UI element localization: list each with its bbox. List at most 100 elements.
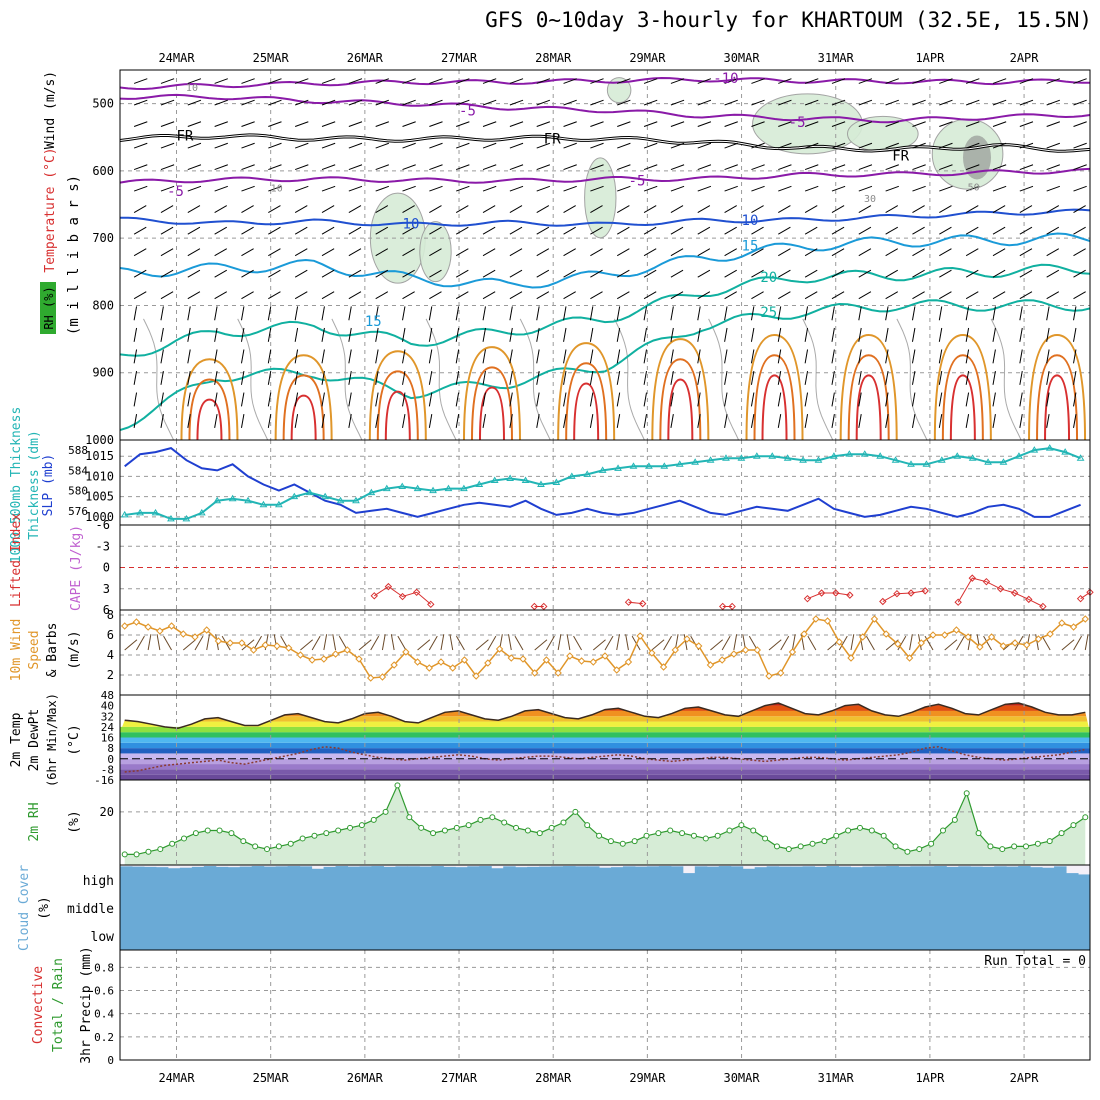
wind-marker-59 [812, 615, 820, 623]
wind-marker-71 [952, 626, 961, 634]
xsec-barb [804, 164, 819, 171]
xsec-barb [428, 349, 433, 364]
cloud-high-bar-25 [419, 866, 432, 892]
cloud-high-bar-17 [323, 866, 337, 892]
rh-marker-53 [750, 827, 757, 834]
xsec-barb [1046, 414, 1050, 428]
li-marker-0-3 [412, 588, 421, 596]
xsec-barb [563, 327, 567, 342]
xsec-barb [965, 392, 970, 407]
temp-band-8 [120, 732, 1090, 738]
xsec-barb [348, 164, 363, 171]
xsec-barb [375, 164, 390, 171]
wind-marker-20 [355, 655, 363, 663]
xsec-barb [1019, 370, 1023, 385]
li-marker-4-0 [803, 594, 812, 603]
xsec-barb [294, 414, 299, 428]
xsec-barb [240, 392, 245, 407]
slp-ytick-2: 1005 [85, 490, 114, 504]
xsec-barb [1046, 99, 1061, 106]
rh-marker-50 [714, 832, 721, 839]
xsec-barb [482, 142, 497, 149]
wind-marker-12 [261, 641, 269, 649]
cloud-ylabel-1: Cloud Cover [17, 865, 32, 951]
wind-marker-66 [894, 640, 902, 648]
warm-loop-2-2 [384, 390, 411, 441]
cloud-high-bar-70 [958, 866, 971, 892]
rh-marker-57 [797, 843, 804, 850]
wind-barb-45 [651, 639, 665, 651]
thickness-marker-21 [444, 484, 453, 492]
wind-marker-56 [777, 669, 785, 677]
xsec-barb [456, 121, 470, 127]
date-label-bottom-7: 31MAR [818, 1071, 855, 1085]
xsec-barb [616, 226, 630, 235]
xsec-barb [590, 78, 604, 84]
wind-marker-68 [917, 639, 925, 647]
xsec-barb [160, 205, 174, 214]
xsec-barb [455, 205, 469, 214]
wind-barb-5 [182, 639, 196, 651]
xsec-barb [267, 327, 272, 342]
wind-marker-36 [542, 656, 551, 664]
xsec-barb [670, 349, 674, 364]
xsec-barb [402, 78, 416, 84]
li-ylabel: Lifted Index [9, 513, 24, 607]
xsec-barb [965, 349, 970, 364]
wind-barb-29 [455, 635, 465, 651]
wind-marker-51 [718, 656, 726, 664]
xsec-barb [697, 392, 701, 407]
cloud-high-bar-39 [587, 866, 600, 892]
wind-marker-27 [437, 658, 445, 666]
cloud-high-bar-60 [838, 866, 851, 892]
xsec-ylabel-rh: RH (%) [42, 286, 56, 329]
xsec-barb [214, 248, 228, 257]
xsec-barb [616, 306, 621, 321]
thickness-marker-44 [799, 456, 807, 463]
cloud-high-bar-56 [790, 866, 804, 892]
cloud-high-bar-66 [910, 866, 923, 892]
xsec-barb [267, 414, 272, 428]
xsec-barb [214, 392, 218, 407]
xsec-barb [1019, 349, 1023, 364]
xsec-barb [616, 370, 621, 385]
xsec-barb [294, 164, 309, 171]
xsec-barb [1019, 226, 1033, 235]
wind-ytick-0: 2 [107, 668, 114, 682]
wind-barb-59 [807, 635, 817, 651]
rh-marker-78 [1046, 838, 1053, 845]
isotherm-0--10 [119, 76, 1091, 91]
xsec-barb [777, 414, 782, 428]
xsec-barb [133, 414, 138, 428]
thickness-marker-20 [429, 486, 437, 494]
cloud-high-bar-28 [455, 867, 468, 892]
xsec-barb [670, 121, 685, 127]
wind-ylabel-2: Speed [27, 630, 42, 669]
xsec-barb [751, 226, 764, 235]
xsec-barb [321, 269, 335, 278]
xsec-barb [241, 142, 255, 149]
xsec-barb [455, 327, 460, 342]
series-10m-wind-speed [124, 617, 1086, 679]
cloud-high-bar-55 [778, 866, 792, 892]
xsec-barb [268, 185, 282, 192]
rh-marker-62 [856, 824, 863, 831]
warm-loop-9-0 [1028, 334, 1087, 441]
xsec-barb [214, 185, 228, 192]
rh-marker-36 [548, 824, 555, 831]
xsec-barb [536, 269, 550, 278]
xsec-barb [429, 142, 443, 149]
xsec-barb [697, 349, 701, 364]
xsec-barb [294, 121, 309, 127]
xsec-barb [429, 185, 443, 192]
xsec-barb [911, 327, 916, 342]
xsec-barb [885, 226, 899, 235]
wind-barb-31 [487, 635, 497, 651]
xsec-barb [670, 99, 685, 106]
xsec-barb [750, 306, 755, 321]
xsec-barb [617, 99, 631, 106]
xsec-barb [536, 248, 550, 257]
xsec-barb [858, 349, 862, 364]
wind-barb-36 [545, 635, 555, 651]
xsec-barb [536, 185, 551, 192]
